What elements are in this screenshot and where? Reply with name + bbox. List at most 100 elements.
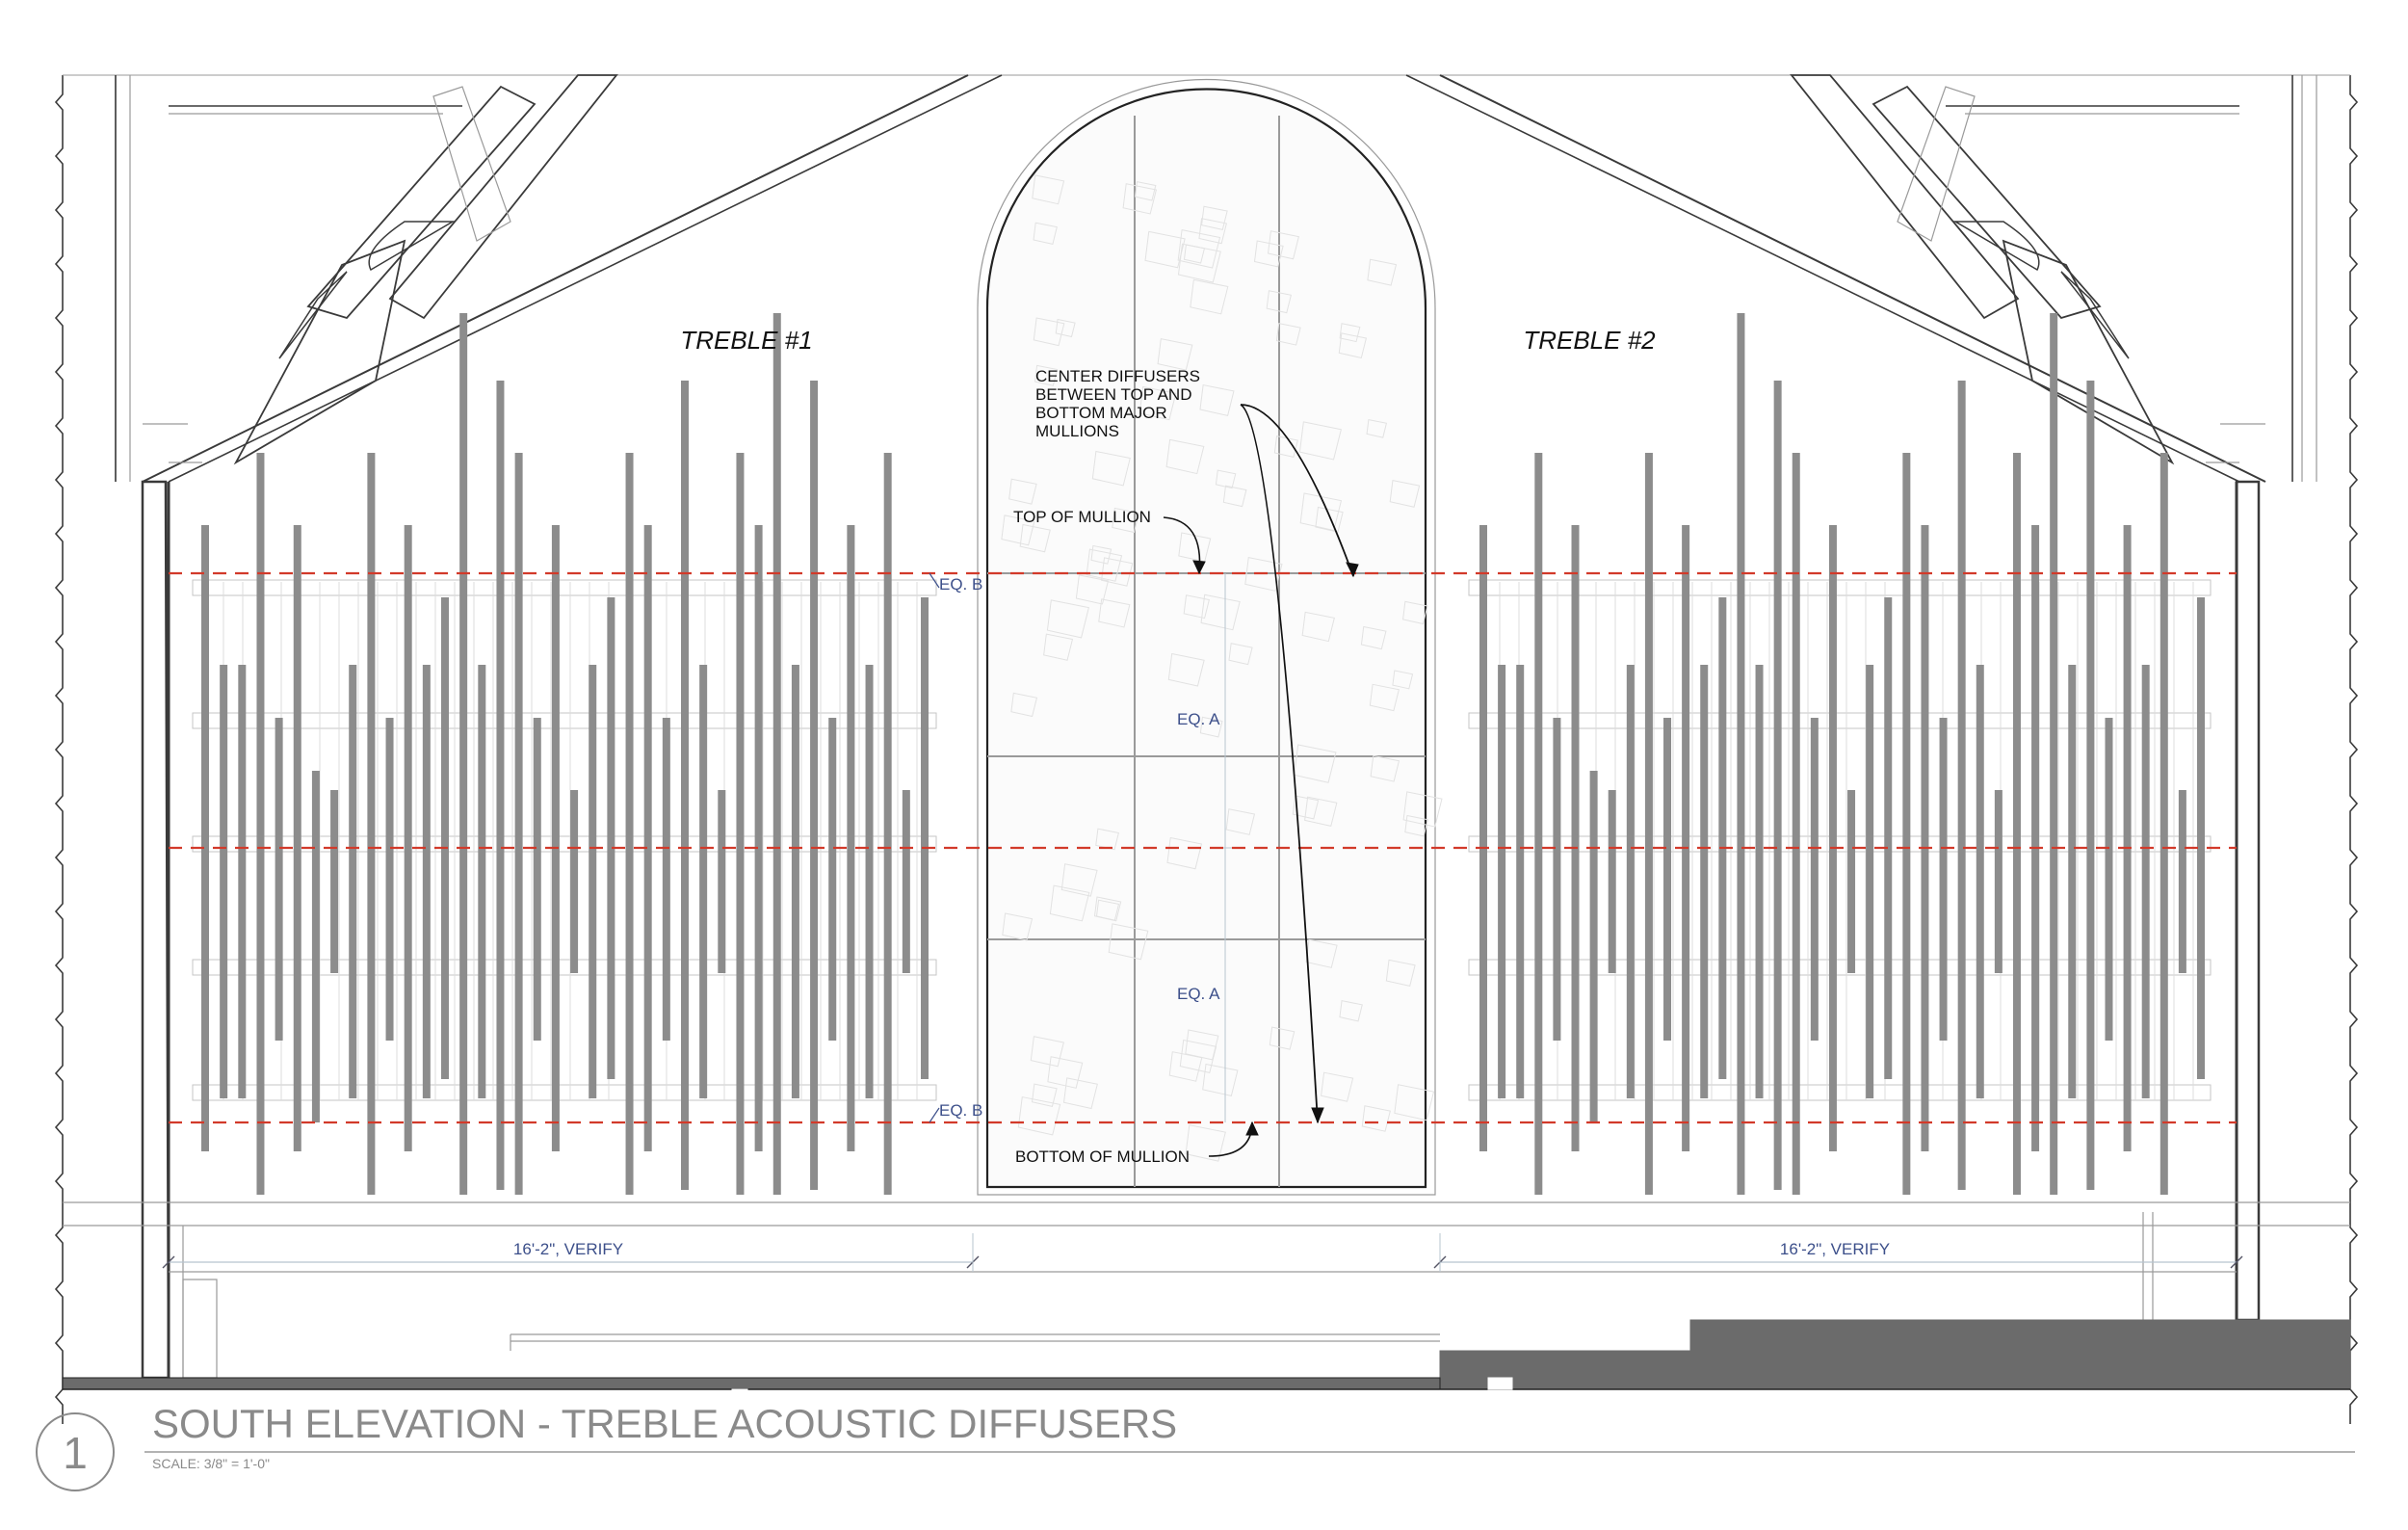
diffuser-blade-treble-2-27 (1976, 665, 1984, 1098)
diffuser-blade-treble-2-29 (2012, 453, 2021, 1195)
drawing-scale: SCALE: 3/8" = 1'-0" (152, 1456, 270, 1471)
diffuser-blade-treble-2-11 (1682, 525, 1690, 1151)
diffuser-blade-treble-2-13 (1718, 597, 1727, 1079)
glass-pattern (1225, 808, 1256, 835)
diffuser-blade-treble-1-9 (367, 453, 376, 1195)
truss-gusset-L (278, 271, 348, 359)
floor-band (62, 1319, 2351, 1390)
diffuser-blade-treble-2-37 (2159, 453, 2168, 1195)
glass-pattern (1046, 599, 1089, 639)
drawing-number: 1 (63, 1428, 88, 1478)
glass-pattern (1292, 795, 1320, 820)
glass-pattern (1008, 478, 1037, 505)
diffuser-blade-treble-2-17 (1792, 453, 1800, 1195)
diffuser-blade-treble-2-30 (2031, 525, 2040, 1151)
center-note-line-2: BETWEEN TOP AND (1035, 385, 1192, 404)
right-break-line (2349, 75, 2359, 1424)
glass-pattern (1062, 1077, 1098, 1110)
center-note-leader-2 (1240, 404, 1319, 1123)
glass-pattern (1135, 181, 1157, 201)
diffuser-blade-treble-2-32 (2068, 665, 2077, 1098)
truss-strut-b-R (1871, 85, 2102, 320)
window-trim (977, 78, 1436, 1196)
diffuser-blade-treble-2-23 (1902, 453, 1911, 1195)
diffuser-blade-treble-1-32 (791, 665, 799, 1098)
glass-pattern (1301, 611, 1335, 643)
left-base-block (182, 1279, 218, 1379)
glass-pattern (1360, 625, 1387, 650)
diffuser-blade-treble-1-20 (570, 790, 579, 973)
glass-pattern (1043, 633, 1074, 661)
diffuser-blade-treble-2-5 (1571, 525, 1580, 1151)
glass-pattern (1144, 230, 1186, 269)
roof-trusses (115, 74, 2293, 483)
glass-pattern (1033, 222, 1058, 245)
diffuser-blade-treble-2-34 (2105, 718, 2113, 1041)
glass-pattern (1167, 652, 1205, 687)
mullion-guide-lines (169, 571, 2237, 1124)
eq-b-bottom-label: EQ. B (939, 1101, 982, 1120)
glass-pattern (1090, 544, 1112, 565)
truss-chord-inner-R (1405, 74, 2240, 483)
diffuser-blade-treble-1-6 (311, 771, 320, 1122)
diffuser-blade-treble-2-38 (2178, 790, 2186, 973)
treble-diffusers (201, 313, 2205, 1195)
diffuser-blade-treble-1-0 (201, 525, 209, 1151)
glass-pattern (1001, 514, 1035, 546)
glass-pattern (1367, 258, 1398, 286)
diffuser-blade-treble-1-29 (736, 453, 745, 1195)
truss-web-L (233, 239, 406, 465)
building-structure (54, 74, 2359, 1424)
center-note-leader-1 (1240, 404, 1354, 577)
glass-pattern (1266, 290, 1292, 314)
diffuser-blade-treble-1-2 (238, 665, 247, 1098)
truss-chord-R (1439, 74, 2266, 483)
glass-pattern (1157, 338, 1193, 371)
glass-pattern (1369, 683, 1400, 712)
truss-curve-L (368, 221, 456, 272)
glass-pattern (1389, 479, 1421, 508)
diffuser-blade-treble-2-21 (1866, 665, 1874, 1098)
diffuser-blade-treble-2-8 (1626, 665, 1635, 1098)
diffuser-blade-treble-2-31 (2050, 313, 2058, 1195)
glass-pattern (1273, 435, 1298, 458)
rail-1-2 (1468, 835, 2212, 853)
top-of-mullion-label: TOP OF MULLION (1013, 508, 1151, 526)
glass-pattern (1019, 523, 1051, 553)
glass-pattern (1298, 421, 1342, 461)
glass-pattern (1385, 959, 1416, 987)
diffuser-blade-treble-1-19 (551, 525, 560, 1151)
diffuser-blade-treble-1-26 (681, 381, 689, 1190)
glass-pattern (1075, 574, 1110, 605)
glass-pattern (1017, 1095, 1061, 1136)
glass-pattern (1108, 923, 1149, 961)
glass-pattern (1321, 1071, 1354, 1102)
glass-pattern (1030, 1036, 1064, 1068)
glass-pattern (1060, 863, 1098, 897)
glass-pattern (1047, 1056, 1084, 1089)
rail-0-1 (192, 712, 937, 729)
diffuser-blade-treble-2-16 (1773, 381, 1782, 1190)
glass-pattern (1091, 450, 1131, 487)
glass-pattern (1095, 828, 1119, 851)
glass-pattern (1049, 884, 1090, 922)
diffuser-blade-treble-2-15 (1755, 665, 1764, 1098)
dim-tick-1 (162, 1255, 175, 1269)
leader-arrow-1 (1346, 562, 1359, 578)
diffuser-blade-treble-2-12 (1700, 665, 1709, 1098)
glass-pattern (1267, 230, 1299, 260)
right-column (2235, 480, 2261, 1322)
glass-pattern (1361, 1105, 1391, 1132)
rail-0-2 (192, 835, 937, 853)
truss-plate-R (1897, 86, 1976, 242)
truss-gusset-R (2060, 271, 2130, 359)
diffuser-blade-treble-2-39 (2197, 597, 2205, 1079)
glass-pattern (1185, 1124, 1226, 1162)
rail-0-4 (192, 1084, 937, 1101)
diffuser-blade-treble-1-10 (385, 718, 394, 1041)
glass-pattern (1098, 598, 1131, 628)
glass-pattern (1392, 670, 1414, 690)
glass-pattern (1033, 317, 1065, 347)
diffuser-blade-treble-1-31 (772, 313, 781, 1195)
treble-2-label: TREBLE #2 (1523, 326, 1656, 355)
